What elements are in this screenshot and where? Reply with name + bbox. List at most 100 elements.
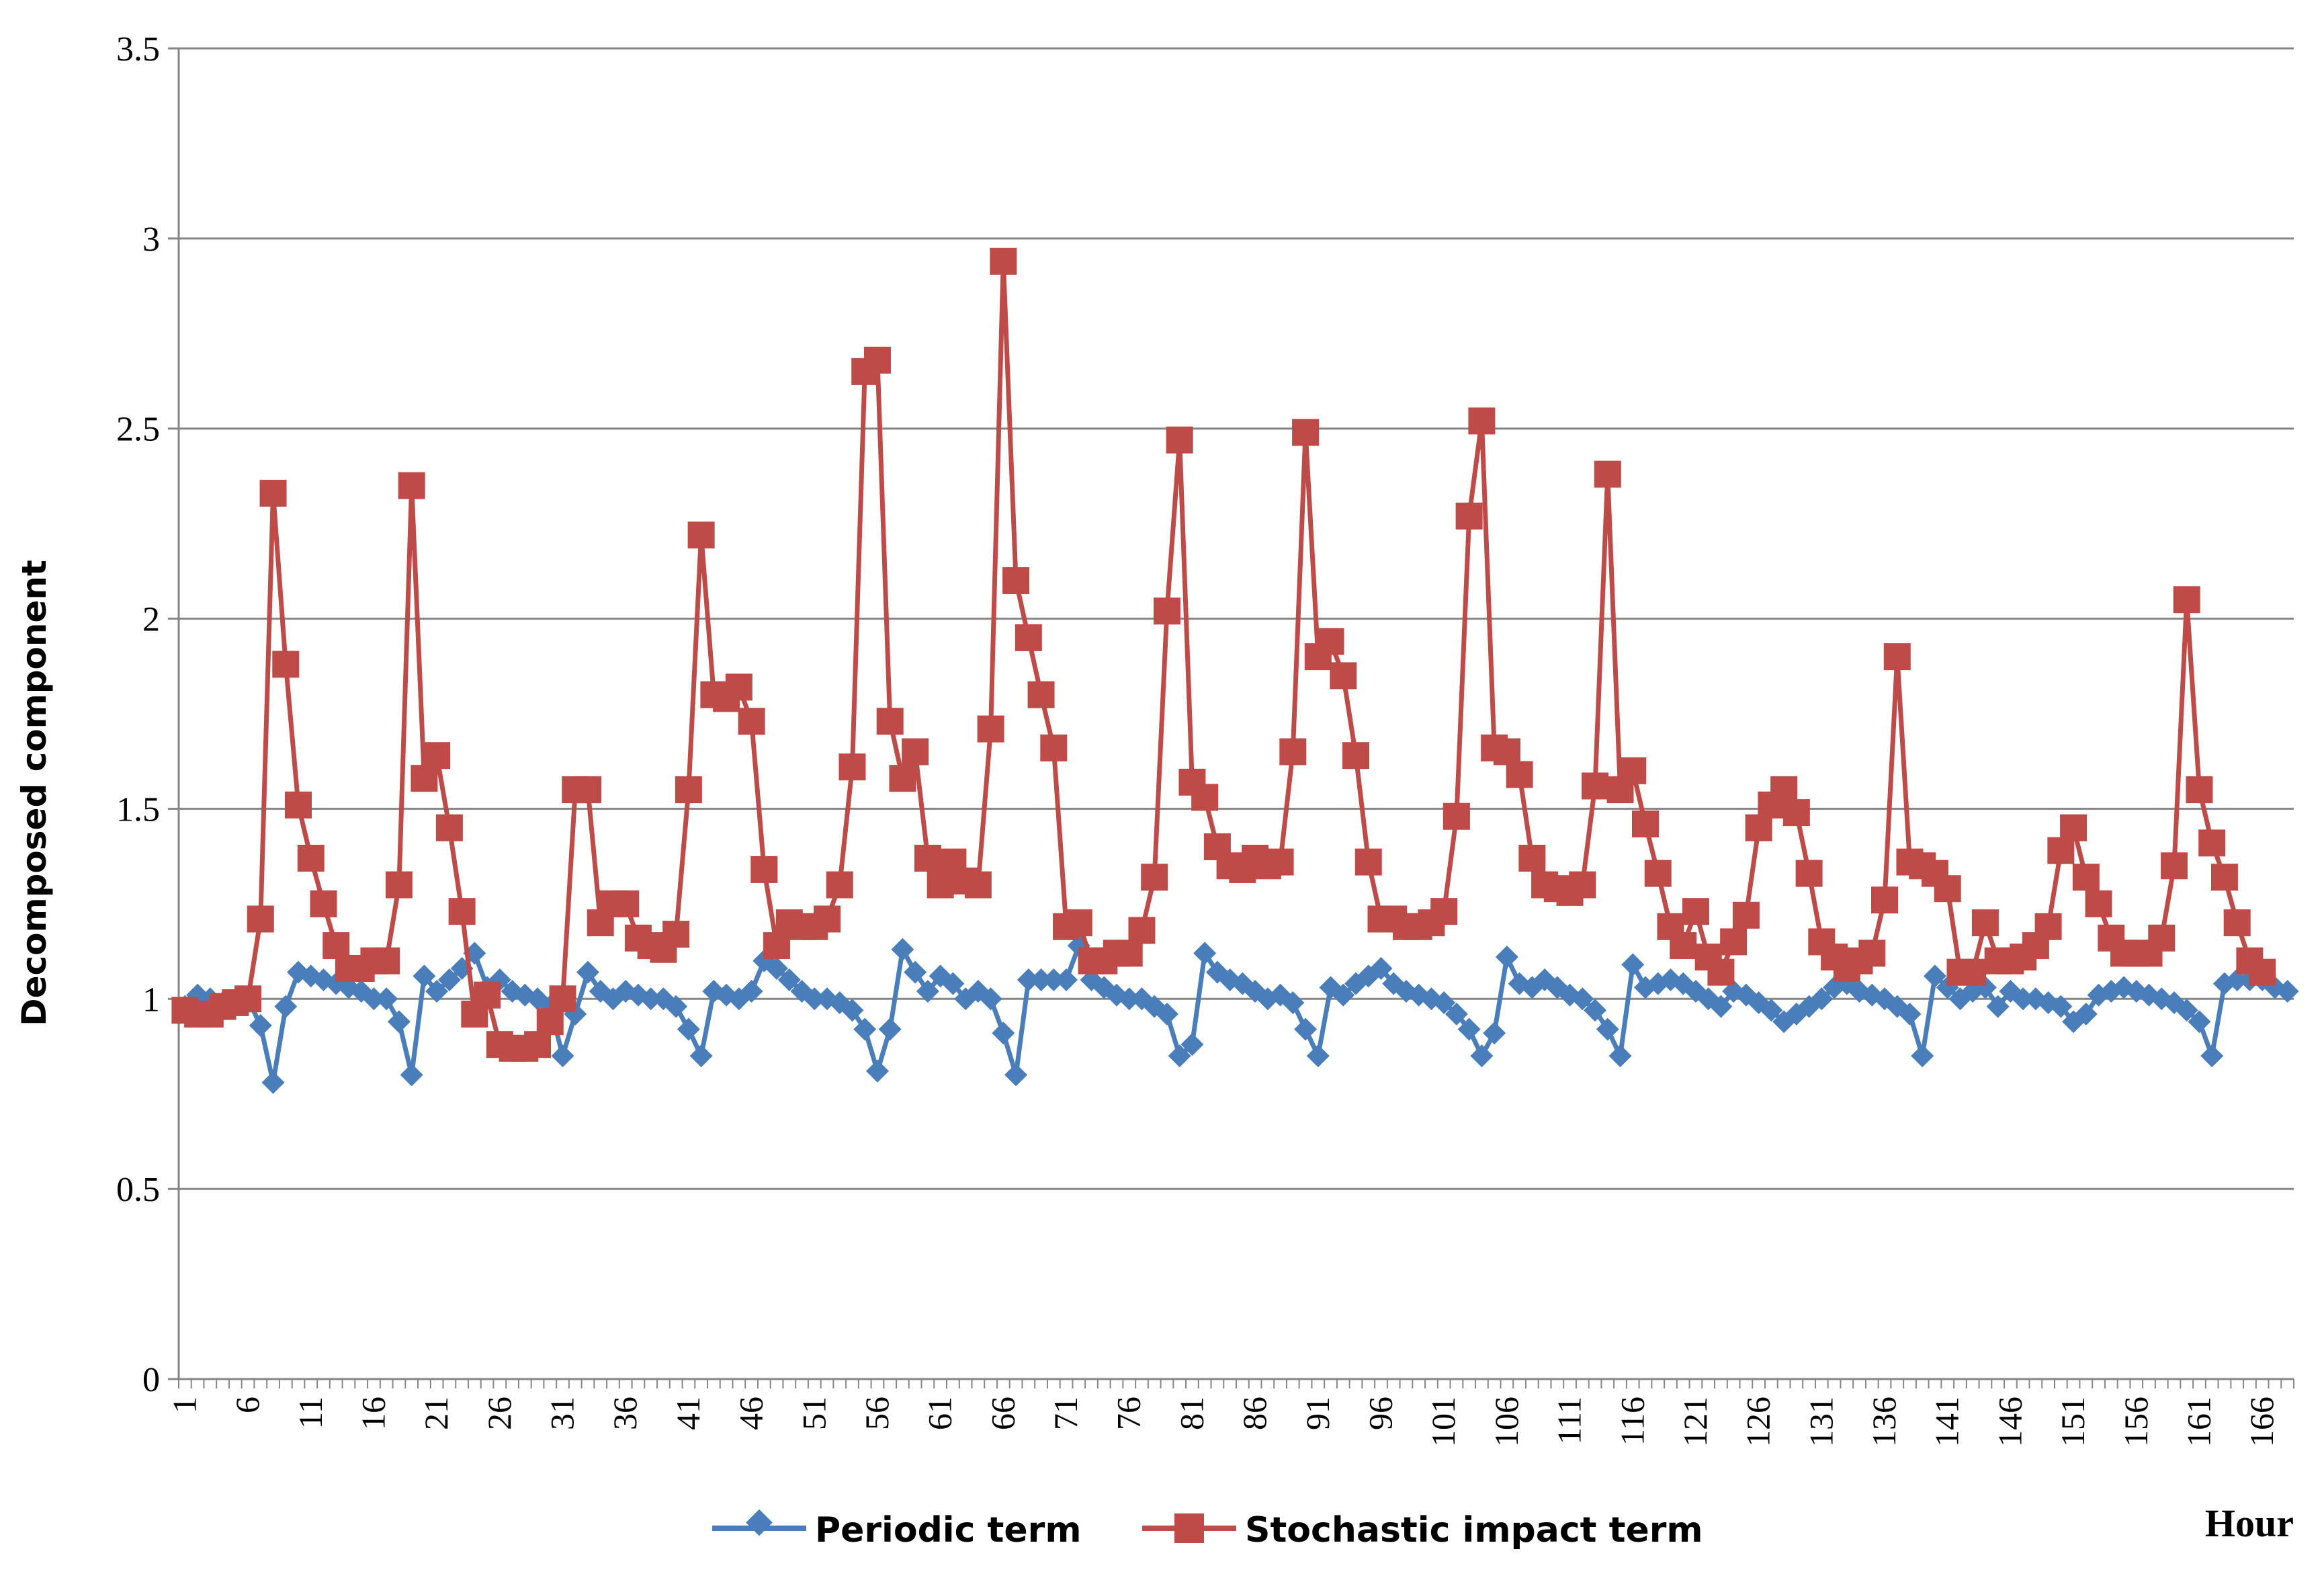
point-stochastic-88	[1266, 848, 1294, 876]
point-periodic-168	[2276, 979, 2299, 1003]
point-periodic-127	[1760, 999, 1783, 1022]
point-stochastic-135	[1858, 940, 1886, 967]
point-periodic-70	[1042, 968, 1066, 991]
x-tick-label-29: 146	[1991, 1397, 2028, 1447]
point-stochastic-125	[1732, 901, 1760, 929]
point-periodic-21	[425, 979, 449, 1003]
point-stochastic-18	[385, 871, 413, 899]
point-periodic-162	[2200, 1044, 2224, 1068]
x-tick-label-1: 6	[228, 1397, 266, 1413]
point-periodic-123	[1709, 995, 1733, 1018]
legend-stochastic-label: Stochastic impact term	[1245, 1510, 1703, 1550]
x-tick-label-2: 11	[292, 1397, 329, 1429]
x-tick-label-14: 71	[1047, 1397, 1084, 1430]
point-periodic-48	[765, 957, 789, 981]
point-periodic-69	[1029, 968, 1053, 991]
x-tick-label-3: 16	[354, 1397, 392, 1430]
x-tick-label-32: 161	[2180, 1397, 2217, 1447]
x-tick-label-4: 21	[417, 1397, 455, 1430]
point-stochastic-103	[1455, 502, 1483, 530]
point-stochastic-65	[977, 715, 1004, 743]
point-stochastic-23	[448, 898, 476, 925]
point-stochastic-45	[725, 673, 752, 701]
point-periodic-102	[1445, 1002, 1468, 1026]
point-stochastic-20	[411, 765, 438, 792]
point-periodic-54	[841, 999, 864, 1022]
x-axis-label: Hour	[2205, 1501, 2294, 1545]
point-stochastic-31	[549, 985, 576, 1013]
x-tick-label-12: 61	[921, 1397, 959, 1430]
point-stochastic-30	[536, 1008, 564, 1036]
x-tick-label-30: 151	[2054, 1397, 2092, 1447]
point-periodic-62	[941, 972, 965, 995]
point-periodic-161	[2188, 1010, 2211, 1034]
point-stochastic-123	[1707, 958, 1735, 986]
point-periodic-106	[1495, 946, 1518, 969]
point-stochastic-151	[2060, 814, 2088, 841]
point-periodic-140	[1923, 964, 1946, 988]
point-stochastic-41	[675, 776, 702, 804]
x-tick-label-17: 86	[1236, 1397, 1273, 1430]
point-periodic-138	[1898, 1002, 1922, 1026]
y-tick-label-0: 0	[142, 1361, 160, 1399]
point-periodic-93	[1332, 983, 1355, 1007]
point-periodic-115	[1608, 1044, 1632, 1068]
point-stochastic-136	[1871, 886, 1899, 914]
point-stochastic-113	[1582, 772, 1609, 800]
point-periodic-112	[1571, 987, 1594, 1011]
point-stochastic-13	[322, 932, 350, 960]
point-periodic-55	[853, 1017, 877, 1041]
point-stochastic-118	[1644, 860, 1672, 887]
point-periodic-82	[1193, 942, 1217, 965]
point-periodic-91	[1306, 1044, 1330, 1068]
point-stochastic-33	[574, 776, 601, 804]
point-stochastic-68	[1015, 624, 1042, 651]
point-stochastic-58	[889, 765, 916, 792]
point-periodic-8	[261, 1071, 285, 1094]
point-periodic-60	[916, 979, 939, 1003]
x-tick-label-23: 116	[1613, 1397, 1651, 1446]
point-periodic-31	[551, 1044, 574, 1068]
x-tick-label-28: 141	[1928, 1397, 1966, 1447]
axes: 00.511.522.533.51 6 11 16 21 26 31 36 41 46 51 56 61…	[116, 30, 2294, 1447]
x-tick-label-20: 101	[1424, 1397, 1462, 1447]
point-periodic-139	[1911, 1044, 1934, 1068]
point-stochastic-158	[2148, 924, 2176, 952]
point-stochastic-150	[2047, 837, 2075, 864]
point-periodic-40	[664, 995, 688, 1018]
series-stochastic	[171, 247, 2276, 1062]
point-periodic-152	[2074, 1002, 2098, 1026]
point-stochastic-48	[763, 932, 791, 960]
point-stochastic-112	[1569, 871, 1596, 899]
point-periodic-103	[1457, 1017, 1481, 1041]
point-periodic-42	[689, 1044, 713, 1068]
point-periodic-57	[878, 1017, 902, 1041]
point-stochastic-46	[738, 708, 765, 735]
point-periodic-9	[274, 995, 298, 1018]
y-axis-label: Decomposed component	[15, 560, 54, 1026]
x-tick-label-15: 76	[1110, 1397, 1148, 1430]
point-periodic-56	[865, 1059, 889, 1083]
point-periodic-66	[992, 1022, 1015, 1045]
point-stochastic-72	[1065, 909, 1092, 937]
point-periodic-105	[1483, 1022, 1506, 1045]
y-tick-label-2: 1	[142, 981, 160, 1019]
point-stochastic-67	[1002, 567, 1030, 594]
point-stochastic-108	[1518, 844, 1546, 872]
point-stochastic-161	[2186, 776, 2213, 804]
point-stochastic-107	[1506, 761, 1533, 788]
x-tick-label-13: 66	[984, 1397, 1021, 1430]
point-periodic-96	[1369, 957, 1393, 981]
point-stochastic-130	[1795, 860, 1823, 887]
grid-lines	[179, 47, 2294, 1190]
point-stochastic-149	[2034, 913, 2062, 940]
point-periodic-150	[2049, 995, 2073, 1018]
point-stochastic-117	[1631, 810, 1659, 838]
x-tick-label-25: 126	[1739, 1397, 1777, 1447]
point-periodic-59	[904, 960, 927, 984]
point-stochastic-82	[1191, 784, 1219, 811]
point-stochastic-11	[297, 844, 325, 872]
legend-stochastic-marker	[1174, 1513, 1204, 1543]
point-stochastic-163	[2210, 864, 2238, 891]
